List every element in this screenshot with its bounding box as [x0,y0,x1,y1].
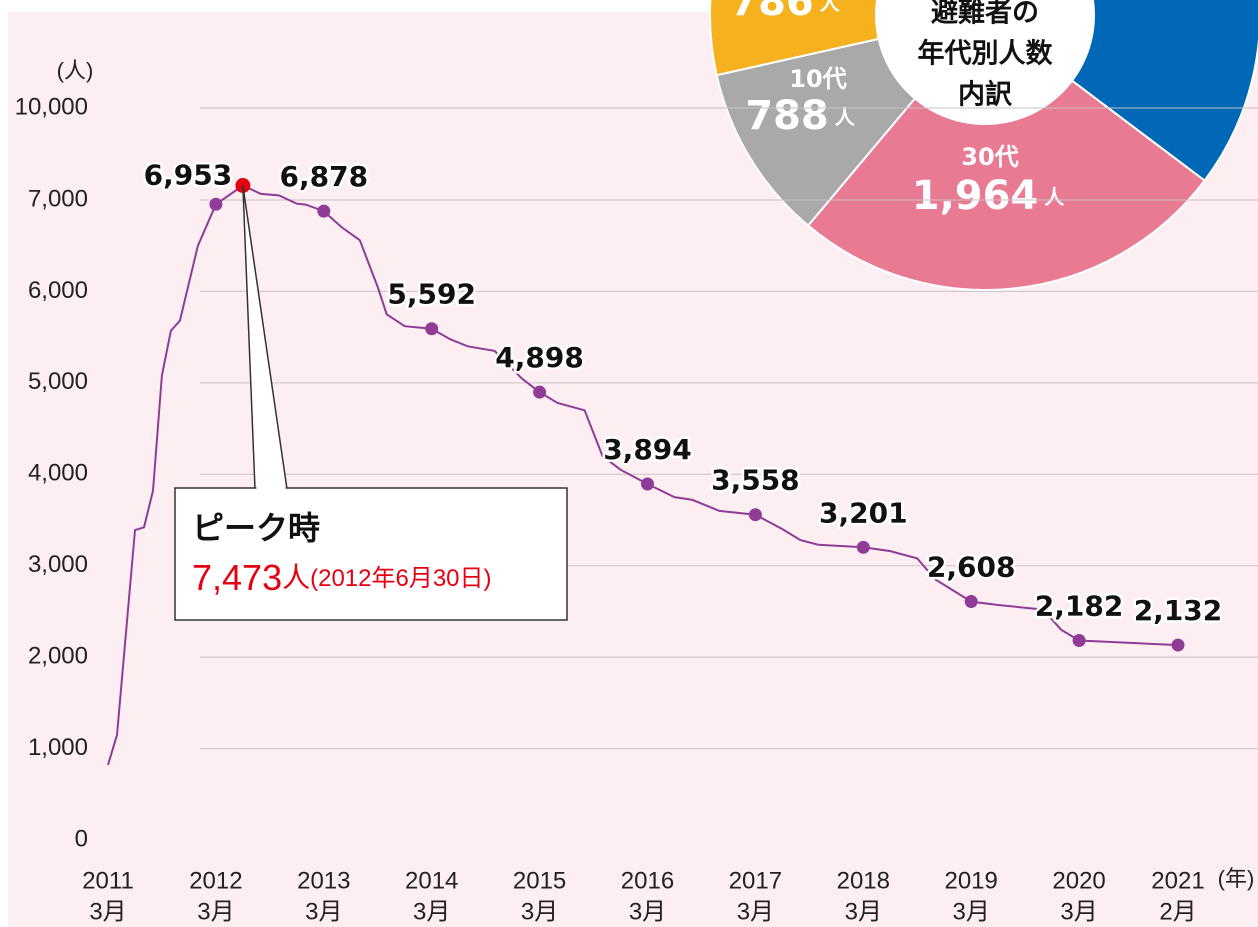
x-tick-label: 2012 [189,867,242,894]
y-tick-label: 7,000 [28,185,88,212]
pie-slice [806,13,1207,291]
slice-unit: 人 [835,105,856,129]
point [964,595,978,609]
x-tick-sublabel: 3月 [413,898,450,925]
x-tick-label: 2013 [297,867,350,894]
peak-unit: 人 [282,562,310,593]
y-unit: (人) [57,58,94,83]
data-label: 6,878 [280,160,369,193]
peak-value-label: 7,473 [192,557,282,598]
data-label: 6,953 [144,158,233,191]
y-tick-label: 6,000 [28,277,88,304]
data-label: 2,182 [1035,590,1124,623]
x-tick-label: 2019 [944,867,997,894]
data-label: 2,608 [927,551,1016,584]
callout: ピーク時 7,473人(2012年6月30日) [174,185,568,621]
slice-unit: 人 [820,0,841,15]
x-tick-sublabel: 3月 [845,898,882,925]
point [1171,638,1185,652]
pie-title: 内訳 [958,79,1013,111]
pie-center [875,0,1095,125]
pie: 30代1,964 人10代788 人786 人避難者の年代別人数内訳 [709,0,1258,291]
point [209,197,223,211]
y-tick-label: 5,000 [28,368,88,395]
peak-date: (2012年6月30日) [310,565,491,592]
slice-name: 30代 [961,143,1018,171]
y-tick-label: 10,000 [15,93,88,120]
x-tick-label: 2021 [1151,867,1204,894]
data-label: 3,894 [603,433,692,466]
point [856,540,870,554]
x-unit: (年) [1218,866,1255,891]
y-tick-label: 3,000 [28,551,88,578]
line [107,184,1179,766]
data-label: 2,132 [1134,594,1223,627]
point [425,322,439,336]
callout-value: 7,473人(2012年6月30日) [192,557,492,598]
callout-joint [256,487,286,491]
x-tick-label: 2018 [837,867,890,894]
point [1072,634,1086,648]
pie-title: 避難者の [931,0,1039,29]
x-tick-label: 2016 [621,867,674,894]
slice-value: 786 人 [730,0,841,25]
x-tick-sublabel: 3月 [197,898,234,925]
slice-value: 788 人 [745,93,856,139]
slice-value-label: 1,964 [912,173,1039,219]
x-tick-label: 2015 [513,867,566,894]
x-tick-label: 2020 [1052,867,1105,894]
data-label: 4,898 [495,341,584,374]
x-tick-sublabel: 3月 [305,898,342,925]
x-tick-sublabel: 3月 [737,898,774,925]
x-tick-sublabel: 3月 [89,898,126,925]
x-tick-sublabel: 3月 [521,898,558,925]
data-label: 5,592 [387,278,476,311]
x-tick-sublabel: 3月 [1060,898,1097,925]
y-tick-label: 4,000 [28,460,88,487]
x-tick-label: 2011 [82,867,134,894]
y-tick-label: 2,000 [28,642,88,669]
callout-box [174,487,568,621]
x-tick-sublabel: 2月 [1159,898,1196,925]
slice-name: 10代 [789,65,846,93]
plot: 6,953 6,878 5,592 4,898 3,894 3,558 3,201 2,608… [107,156,1225,766]
x-tick-sublabel: 3月 [953,898,990,925]
point [640,477,654,491]
grid: 0 1,000 2,000 3,000 4,000 5,000 6,000 7,000 10,0… [15,93,1258,925]
slice-value-label: 788 [745,93,829,139]
x-tick-sublabel: 3月 [629,898,666,925]
slice-unit: 人 [1044,185,1065,209]
x-tick-label: 2014 [405,867,458,894]
slice-value-label: 786 [730,0,814,25]
point [317,204,331,218]
y-tick-label: 0 [75,825,88,852]
data-label: 3,201 [819,496,908,529]
callout-title: ピーク時 [192,509,320,547]
point [748,508,762,522]
pie-title: 年代別人数 [918,38,1054,70]
point [533,385,547,399]
x-tick-label: 2017 [729,867,782,894]
y-tick-label: 1,000 [28,734,88,761]
slice-value: 1,964 人 [912,173,1066,219]
data-label: 3,558 [711,464,800,497]
